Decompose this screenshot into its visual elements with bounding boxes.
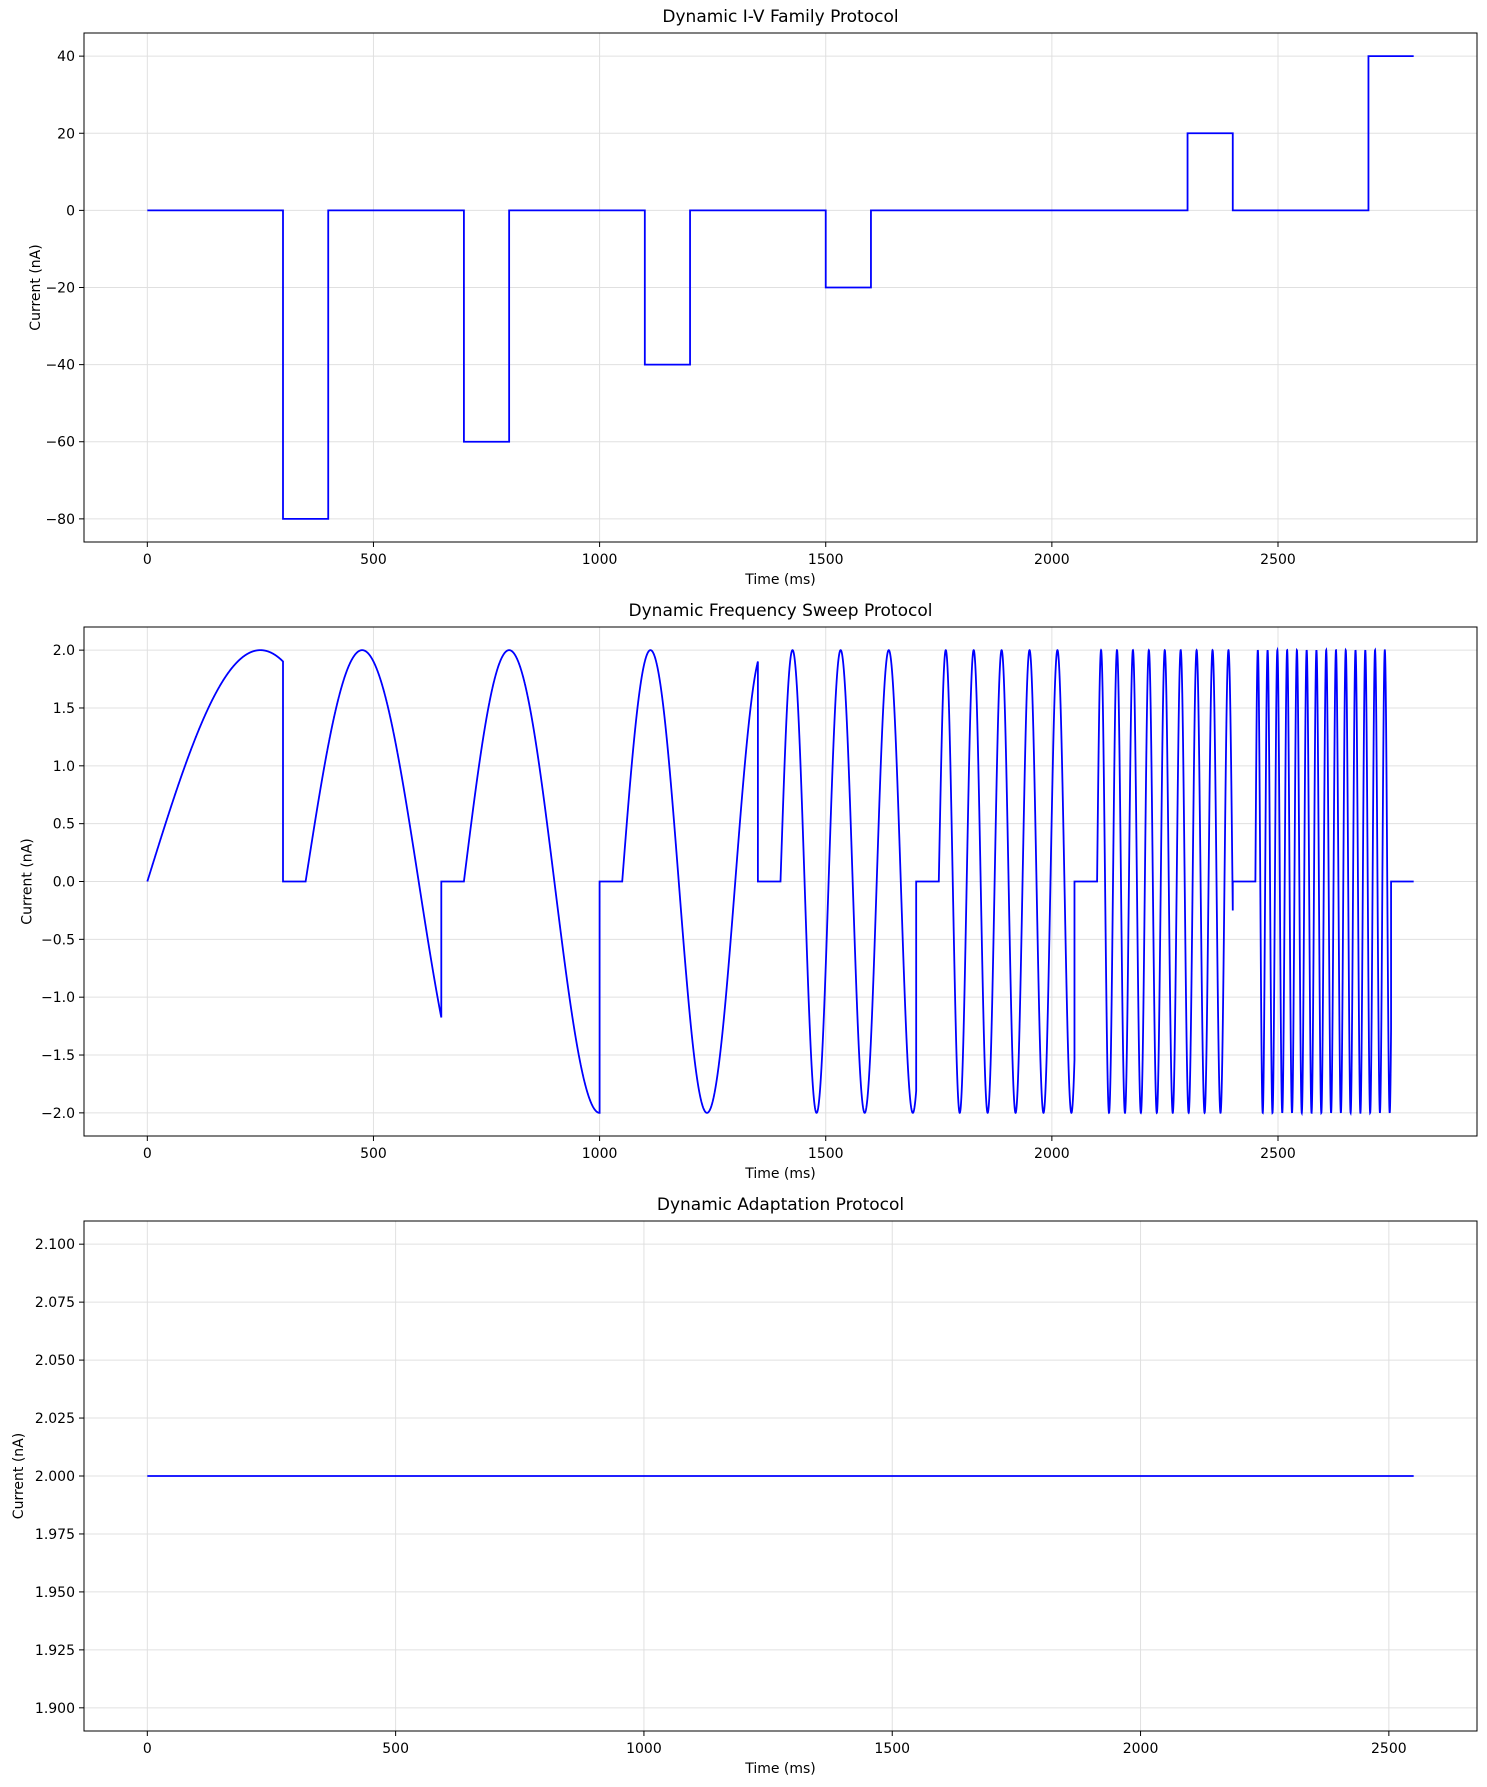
chart-title: Dynamic Adaptation Protocol bbox=[657, 1195, 904, 1215]
x-tick-label: 1500 bbox=[874, 1741, 910, 1757]
x-tick-label: 1000 bbox=[582, 552, 618, 568]
y-tick-label: 40 bbox=[57, 49, 75, 65]
y-tick-label: 2.000 bbox=[35, 1469, 75, 1485]
y-tick-label: 1.900 bbox=[35, 1701, 75, 1717]
x-tick-label: 1500 bbox=[808, 1146, 844, 1162]
y-tick-label: 2.050 bbox=[35, 1353, 75, 1369]
series-line bbox=[146, 646, 1414, 1117]
x-tick-label: 500 bbox=[360, 552, 387, 568]
chart-panel-1: 0 500 1000 1500 2000 2500 −80 −60 −40 −20 0 20 40 Dyn… bbox=[28, 7, 1478, 588]
y-tick-label: 1.950 bbox=[35, 1585, 75, 1601]
x-tick-label: 2500 bbox=[1260, 552, 1296, 568]
x-tick-label: 500 bbox=[360, 1146, 387, 1162]
x-tick-label: 0 bbox=[143, 1741, 152, 1757]
chart-panel-2: 0 500 1000 1500 2000 2500 −2.0 −1.5 −1.0 −0.5 0.0 0… bbox=[20, 601, 1478, 1182]
y-tick-label: −2.0 bbox=[41, 1106, 75, 1122]
chart-title: Dynamic Frequency Sweep Protocol bbox=[629, 601, 933, 621]
y-axis-label: Current (nA) bbox=[11, 1433, 27, 1519]
y-tick-label: −60 bbox=[45, 435, 75, 451]
x-tick-label: 1000 bbox=[626, 1741, 662, 1757]
x-tick-label: 1000 bbox=[582, 1146, 618, 1162]
y-tick-label: −1.5 bbox=[41, 1048, 75, 1064]
x-tick-label: 2000 bbox=[1123, 1741, 1159, 1757]
x-tick-label: 2500 bbox=[1371, 1741, 1407, 1757]
y-tick-label: 20 bbox=[57, 126, 75, 142]
y-tick-label: −40 bbox=[45, 358, 75, 374]
x-tick-label: 2500 bbox=[1260, 1146, 1296, 1162]
y-tick-label: −80 bbox=[45, 512, 75, 528]
y-tick-label: 1.0 bbox=[53, 759, 75, 775]
chart-panel-3: 0 500 1000 1500 2000 2500 1.900 1.925 1.950 1.975… bbox=[11, 1195, 1478, 1777]
x-axis-label: Time (ms) bbox=[744, 1761, 816, 1777]
y-tick-label: 1.5 bbox=[53, 701, 75, 717]
y-tick-label: 2.075 bbox=[35, 1295, 75, 1311]
y-tick-label: −20 bbox=[45, 281, 75, 297]
x-tick-label: 0 bbox=[143, 1146, 152, 1162]
y-tick-label: −0.5 bbox=[41, 932, 75, 948]
y-tick-label: 2.025 bbox=[35, 1411, 75, 1427]
x-tick-label: 0 bbox=[143, 552, 152, 568]
y-tick-label: 0.5 bbox=[53, 817, 75, 833]
y-tick-label: 1.925 bbox=[35, 1643, 75, 1659]
x-axis-label: Time (ms) bbox=[744, 572, 816, 588]
y-tick-label: −1.0 bbox=[41, 990, 75, 1006]
y-tick-label: 0 bbox=[66, 203, 75, 219]
y-tick-label: 2.100 bbox=[35, 1237, 75, 1253]
x-tick-label: 2000 bbox=[1034, 1146, 1070, 1162]
x-tick-label: 500 bbox=[382, 1741, 409, 1757]
chart-title: Dynamic I-V Family Protocol bbox=[662, 7, 898, 27]
x-axis-label: Time (ms) bbox=[744, 1166, 816, 1182]
x-tick-label: 1500 bbox=[808, 552, 844, 568]
y-tick-label: 1.975 bbox=[35, 1527, 75, 1543]
y-tick-label: 2.0 bbox=[53, 643, 75, 659]
y-axis-label: Current (nA) bbox=[28, 244, 44, 330]
x-tick-label: 2000 bbox=[1034, 552, 1070, 568]
y-axis-label: Current (nA) bbox=[20, 838, 36, 924]
y-tick-label: 0.0 bbox=[53, 875, 75, 891]
series-line bbox=[147, 55, 1414, 520]
